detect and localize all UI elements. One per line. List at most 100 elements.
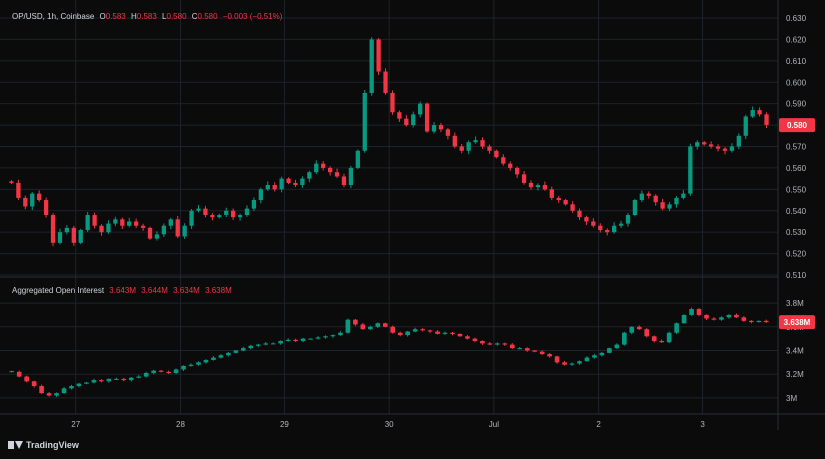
oi-candle[interactable] [614, 344, 620, 349]
time-axis[interactable]: 27 28 29 30 Jul 2 3 [71, 420, 705, 429]
oi-candle[interactable] [629, 326, 635, 333]
oi-candle[interactable] [248, 345, 254, 349]
price-candle[interactable] [362, 92, 367, 151]
oi-candle[interactable] [136, 376, 142, 378]
price-candle[interactable] [120, 219, 125, 226]
price-candle[interactable] [224, 210, 229, 216]
price-candle[interactable] [397, 112, 402, 119]
price-candle[interactable] [736, 135, 741, 147]
oi-candle[interactable] [143, 373, 149, 377]
oi-candle[interactable] [151, 370, 156, 374]
oi-candle[interactable] [128, 377, 134, 381]
oi-candle[interactable] [345, 319, 351, 333]
oi-candle[interactable] [405, 331, 410, 336]
price-candle[interactable] [140, 225, 146, 228]
price-candle[interactable] [23, 197, 28, 207]
oi-candle[interactable] [61, 388, 67, 394]
oi-candle[interactable] [368, 326, 373, 330]
oi-candle[interactable] [666, 332, 672, 343]
oi-candle[interactable] [226, 352, 231, 356]
oi-candle[interactable] [99, 380, 104, 382]
price-candle[interactable] [598, 225, 603, 231]
oi-candle[interactable] [532, 350, 537, 352]
oi-candle[interactable] [69, 386, 74, 389]
oi-candle[interactable] [450, 332, 455, 334]
price-axis[interactable]: 0.630 0.620 0.610 0.600 0.590 0.580 0.570 0.560… [786, 14, 807, 280]
price-candle[interactable] [50, 215, 56, 243]
oi-candle[interactable] [323, 336, 328, 338]
oi-candle[interactable] [502, 343, 508, 345]
oi-candle[interactable] [749, 320, 754, 323]
oi-candle[interactable] [173, 369, 179, 374]
price-candle[interactable] [639, 193, 644, 201]
price-candle[interactable] [515, 167, 520, 175]
oi-candle[interactable] [263, 343, 269, 345]
price-candle[interactable] [445, 129, 451, 136]
oi-candle[interactable] [121, 378, 127, 381]
oi-candle[interactable] [315, 337, 321, 339]
price-candle[interactable] [466, 142, 471, 151]
oi-candle[interactable] [756, 320, 762, 323]
price-candle[interactable] [203, 208, 208, 216]
oi-candle[interactable] [681, 314, 687, 324]
price-candle[interactable] [473, 140, 478, 143]
price-candle[interactable] [30, 193, 35, 207]
price-candle[interactable] [348, 167, 354, 186]
oi-candle[interactable] [211, 357, 216, 360]
price-candle[interactable] [265, 185, 270, 190]
oi-candle[interactable] [360, 324, 366, 330]
oi-candle[interactable] [577, 361, 582, 364]
oi-candle[interactable] [196, 362, 201, 365]
price-candle[interactable] [147, 227, 153, 239]
price-candle[interactable] [196, 208, 201, 211]
oi-candle[interactable] [293, 339, 298, 342]
price-candle[interactable] [9, 181, 14, 183]
price-candle[interactable] [154, 234, 160, 239]
oi-candle[interactable] [741, 317, 747, 321]
price-candle[interactable] [688, 146, 693, 194]
price-candle[interactable] [71, 227, 76, 243]
price-candle[interactable] [632, 200, 638, 216]
price-candle[interactable] [715, 146, 721, 149]
oi-candle[interactable] [233, 350, 239, 353]
price-candle[interactable] [57, 232, 63, 243]
price-candle[interactable] [251, 200, 257, 209]
price-candle[interactable] [272, 185, 277, 190]
price-candle[interactable] [85, 215, 90, 231]
oi-candle[interactable] [480, 341, 485, 344]
oi-candle[interactable] [31, 381, 37, 387]
price-candle[interactable] [660, 202, 665, 209]
price-candle[interactable] [43, 200, 49, 216]
price-candle[interactable] [411, 114, 416, 126]
price-candle[interactable] [521, 174, 527, 183]
price-candle[interactable] [300, 178, 305, 186]
price-candle[interactable] [653, 195, 658, 203]
oi-candle[interactable] [24, 376, 29, 382]
oi-candle[interactable] [46, 393, 52, 396]
price-candle[interactable] [64, 227, 70, 233]
price-candle[interactable] [695, 142, 700, 147]
price-candle[interactable] [424, 103, 430, 132]
price-candle[interactable] [383, 71, 388, 93]
open-interest-title[interactable]: Aggregated Open Interest [12, 286, 105, 295]
price-candle[interactable] [16, 182, 21, 198]
price-candle[interactable] [258, 189, 263, 201]
oi-candle[interactable] [397, 332, 403, 336]
price-candle[interactable] [438, 125, 444, 130]
oi-candle[interactable] [592, 355, 597, 358]
price-candle[interactable] [501, 157, 506, 164]
price-candle[interactable] [37, 193, 42, 201]
price-candle[interactable] [217, 215, 222, 218]
oi-candle[interactable] [763, 320, 769, 323]
oi-candle[interactable] [569, 363, 575, 365]
oi-candle[interactable] [330, 335, 336, 337]
price-candle[interactable] [722, 148, 728, 151]
oi-candle[interactable] [338, 332, 343, 336]
price-candle[interactable] [729, 146, 735, 151]
price-candle[interactable] [314, 163, 319, 173]
price-candle[interactable] [459, 146, 464, 151]
price-candle[interactable] [764, 114, 769, 126]
oi-candle[interactable] [659, 341, 664, 343]
price-candle[interactable] [528, 182, 534, 188]
